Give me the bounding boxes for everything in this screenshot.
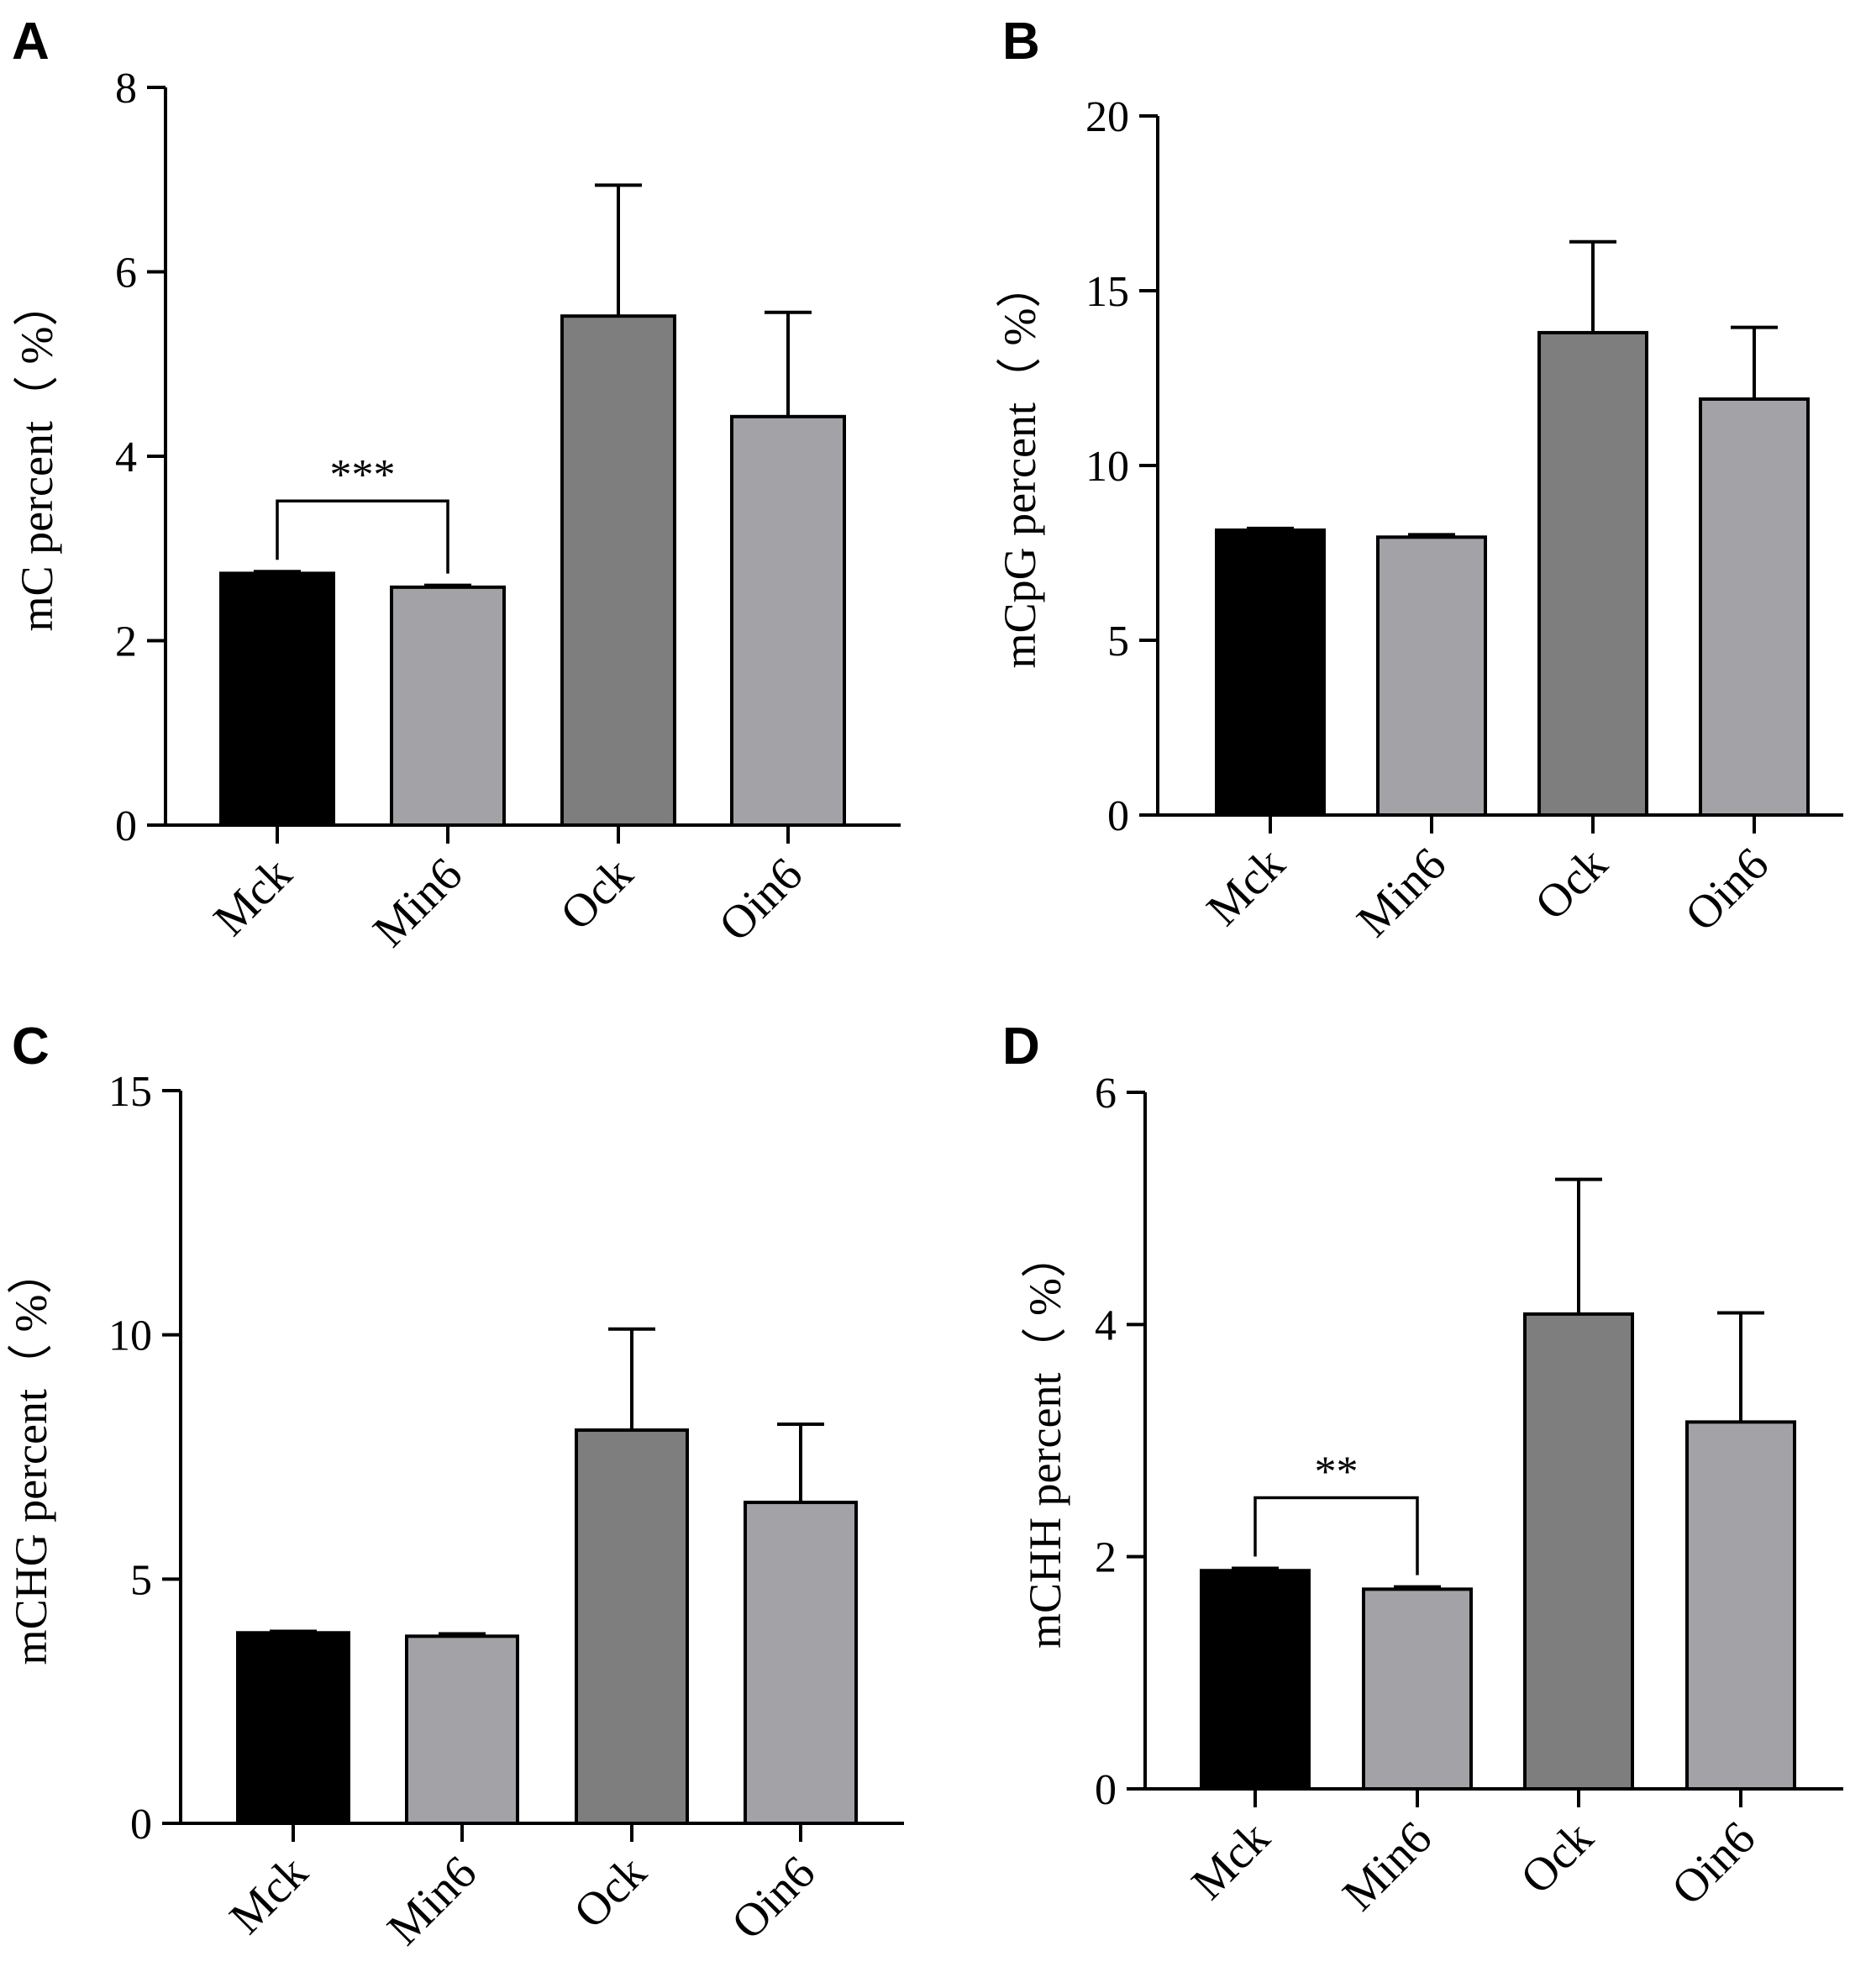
category-label-mck: Mck	[1182, 1812, 1280, 1909]
panel-B: B 0 5 10 15 20 mCpG percent（ %） Mck Min6 Ock Oin6	[995, 13, 1843, 947]
category-label-ock: Ock	[550, 848, 643, 940]
y-tick-label: 5	[1107, 618, 1129, 665]
category-label-min6: Min6	[378, 1846, 487, 1955]
y-axis-title: mCpG percent（ %）	[995, 263, 1045, 669]
category-label-oin6: Oin6	[709, 848, 812, 951]
category-label-min6: Min6	[1348, 838, 1457, 947]
bar-ock	[560, 314, 676, 827]
y-tick-label: 5	[130, 1556, 152, 1604]
bar-mck	[236, 1631, 350, 1826]
bar-ock	[1523, 1312, 1634, 1791]
bar-min6	[1362, 1587, 1473, 1791]
y-tick-label: 20	[1085, 93, 1129, 141]
category-label-mck: Mck	[204, 848, 302, 945]
category-label-mck: Mck	[220, 1846, 318, 1943]
panel-letter-C: C	[12, 1018, 50, 1076]
significance-bracket	[276, 499, 449, 574]
bar-mck	[1200, 1569, 1311, 1791]
category-label-ock: Ock	[564, 1846, 656, 1938]
bar-oin6	[1685, 1420, 1796, 1791]
panel-D: D 0 2 4 6 mCHH percent（ %） Mck Min6 Ock Oin6 **	[1002, 1018, 1843, 1921]
y-tick-label: 6	[115, 250, 137, 297]
category-label-oin6: Oin6	[1675, 838, 1779, 941]
y-tick-label: 15	[108, 1068, 152, 1116]
panel-A: A 0 2 4 6 8 mC percent（ %） Mck Min6 Ock Oin6 ***	[12, 13, 901, 957]
bar-mck	[219, 571, 335, 827]
y-tick-label: 4	[115, 434, 137, 481]
y-tick-label: 2	[1095, 1534, 1117, 1582]
y-tick-label: 15	[1085, 268, 1129, 316]
y-tick-label: 10	[108, 1312, 152, 1360]
category-label-oin6: Oin6	[1662, 1812, 1765, 1915]
panel-C: C 0 5 10 15 mCHG percent（ %） Mck Min6 Ock Oin6	[6, 1018, 904, 1955]
y-tick-label: 6	[1095, 1070, 1117, 1118]
panel-letter-B: B	[1002, 13, 1040, 71]
y-tick-label: 0	[1107, 792, 1129, 840]
bar-ock	[1537, 330, 1648, 818]
y-axis-title: mCHH percent（ %）	[1020, 1233, 1070, 1649]
y-axis-title: mCHG percent（ %）	[6, 1249, 56, 1665]
bar-min6	[405, 1634, 519, 1826]
significance-bracket	[1253, 1496, 1419, 1575]
category-label-ock: Ock	[1511, 1812, 1603, 1904]
y-tick-label: 10	[1085, 443, 1129, 491]
panel-letter-D: D	[1002, 1018, 1040, 1076]
y-tick-label: 0	[130, 1801, 152, 1849]
category-label-min6: Min6	[364, 848, 473, 957]
bar-min6	[1376, 535, 1487, 818]
bar-ock	[575, 1428, 689, 1825]
bar-mck	[1215, 528, 1326, 818]
y-tick-label: 2	[115, 618, 137, 666]
bar-oin6	[1699, 397, 1810, 817]
panel-letter-A: A	[12, 13, 50, 71]
category-label-min6: Min6	[1333, 1812, 1443, 1921]
y-axis-title: mC percent（ %）	[12, 281, 62, 632]
category-label-oin6: Oin6	[722, 1846, 825, 1949]
category-label-mck: Mck	[1197, 838, 1295, 935]
y-tick-label: 0	[115, 802, 137, 850]
y-tick-label: 0	[1095, 1766, 1117, 1814]
significance-label: ***	[330, 451, 396, 499]
category-label-ock: Ock	[1525, 838, 1617, 930]
y-tick-label: 4	[1095, 1302, 1117, 1349]
y-tick-label: 8	[115, 65, 137, 113]
significance-label: **	[1315, 1448, 1359, 1496]
bar-min6	[390, 585, 506, 827]
bar-oin6	[730, 414, 846, 827]
bar-oin6	[744, 1501, 858, 1825]
